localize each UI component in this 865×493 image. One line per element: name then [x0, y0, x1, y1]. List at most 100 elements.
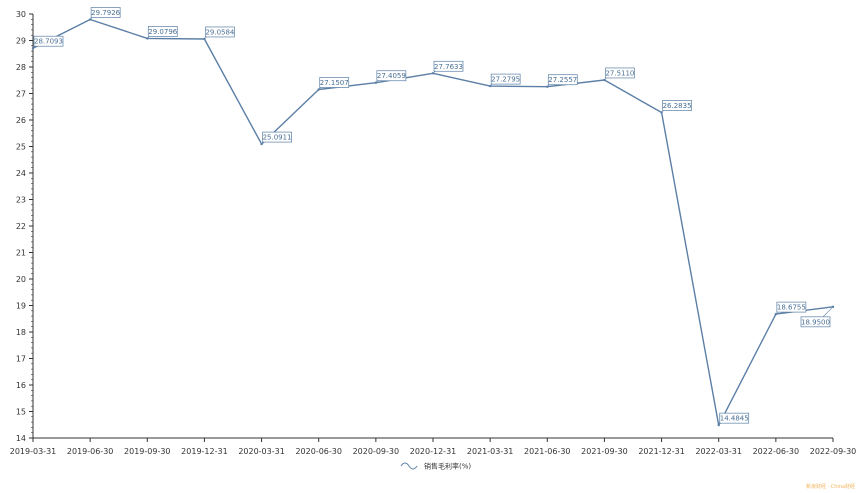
- data-point: [317, 88, 320, 91]
- data-point: [203, 37, 206, 41]
- y-tick-label: 28: [16, 63, 26, 72]
- data-label-box: [433, 60, 464, 72]
- data-label-text: 29.7926: [91, 9, 120, 17]
- data-label: 25.0911: [261, 131, 292, 145]
- data-label-text: 27.2557: [548, 76, 577, 84]
- plot-area: 28.7093 29.7926 29.0796 29.0584 25.0911 27.15…: [31, 7, 835, 427]
- x-tick-label: 2019-03-31: [10, 447, 57, 456]
- y-tick-label: 24: [16, 169, 26, 178]
- x-tick-label: 2020-03-31: [238, 447, 285, 456]
- data-label-text: 29.0796: [148, 28, 177, 36]
- data-label-box: [547, 74, 578, 86]
- data-label: 26.2835: [661, 100, 692, 113]
- y-tick-label: 27: [16, 90, 26, 99]
- x-tick-label: 2021-06-30: [524, 447, 571, 456]
- data-label-text: 26.2835: [663, 102, 692, 110]
- y-tick-label: 14: [16, 434, 26, 443]
- data-point: [88, 18, 92, 21]
- data-label-box: [605, 67, 635, 79]
- y-tick-label: 25: [16, 143, 26, 152]
- x-tick-label: 2021-03-31: [467, 447, 514, 456]
- data-label-text: 27.2795: [491, 76, 520, 84]
- data-label-text: 29.0584: [205, 28, 234, 36]
- y-tick-label: 15: [16, 408, 26, 417]
- data-point: [146, 37, 149, 40]
- data-label-text: 27.5110: [605, 69, 634, 77]
- data-label: 14.4845: [718, 412, 750, 426]
- data-label-box: [662, 100, 692, 111]
- data-label-text: 18.9500: [801, 318, 830, 326]
- y-tick-label: 22: [16, 222, 26, 231]
- data-label-box: [800, 316, 831, 328]
- data-point: [774, 312, 778, 316]
- data-label-leader: [822, 306, 834, 318]
- data-point: [374, 81, 378, 84]
- data-point: [546, 85, 549, 88]
- axes: 14 15 16 17 18 19 20 21 22 23 24 25 26 27 28 29 30 2019-0…: [10, 10, 857, 456]
- x-tick-label: 2021-09-30: [581, 447, 628, 456]
- data-label-box: [490, 73, 521, 85]
- y-tick-label: 18: [16, 328, 26, 337]
- legend-label: 销售毛利率(%): [424, 462, 471, 471]
- y-tick-label: 16: [16, 381, 26, 390]
- data-label: 27.5110: [604, 67, 635, 81]
- x-tick-label: 2022-06-30: [753, 447, 800, 456]
- y-tick-label: 30: [16, 10, 26, 19]
- data-label: 29.0584: [204, 26, 235, 40]
- data-label-text: 28.7093: [34, 38, 63, 46]
- data-label-text: 18.6755: [777, 304, 806, 312]
- x-tick-label: 2019-12-31: [181, 447, 228, 456]
- data-label-box: [205, 26, 235, 38]
- data-label-box: [147, 26, 178, 37]
- data-label-box: [719, 412, 750, 424]
- x-tick-label: 2020-06-30: [295, 447, 342, 456]
- data-label-text: 27.1507: [320, 79, 349, 87]
- x-tick-label: 2019-09-30: [124, 447, 171, 456]
- data-label-box: [376, 70, 407, 82]
- data-point: [260, 142, 263, 146]
- data-label: 27.4059: [375, 70, 407, 83]
- x-tick-label: 2021-12-31: [638, 447, 685, 456]
- series-line: [32, 18, 834, 426]
- data-label: 27.1507: [318, 77, 350, 90]
- y-tick-label: 23: [16, 196, 26, 205]
- data-label: 27.2557: [547, 74, 578, 87]
- data-label-text: 25.0911: [263, 134, 292, 142]
- data-label: 29.0796: [147, 26, 178, 39]
- data-point: [31, 47, 35, 50]
- y-tick-label: 29: [16, 37, 26, 46]
- data-label: 27.2795: [489, 73, 521, 87]
- data-label-text: 27.7633: [434, 63, 463, 71]
- data-label-box: [319, 77, 350, 88]
- data-point: [660, 111, 663, 114]
- y-tick-label: 17: [16, 355, 26, 364]
- legend[interactable]: 销售毛利率(%): [400, 462, 471, 471]
- data-label-box: [776, 301, 807, 313]
- data-label-text: 27.4059: [377, 72, 406, 80]
- data-label: 18.9500: [800, 306, 834, 328]
- x-tick-label: 2020-12-31: [410, 447, 457, 456]
- data-label: 28.7093: [32, 35, 64, 49]
- data-label-box: [262, 131, 292, 143]
- data-point: [717, 423, 720, 427]
- data-label-box: [33, 35, 64, 47]
- data-label-text: 14.4845: [720, 415, 749, 423]
- data-label-box: [90, 7, 121, 18]
- data-point: [488, 84, 492, 88]
- y-tick-label: 21: [16, 249, 26, 258]
- data-point: [431, 72, 435, 75]
- y-tick-label: 19: [16, 302, 26, 311]
- data-point: [831, 305, 835, 309]
- data-label: 27.7633: [432, 60, 464, 74]
- x-tick-label: 2022-09-30: [810, 447, 857, 456]
- x-tick-label: 2020-09-30: [353, 447, 400, 456]
- y-tick-label: 26: [16, 116, 26, 125]
- data-label: 18.6755: [775, 301, 807, 315]
- watermark-text: 新浪财经 · China财经: [806, 483, 855, 490]
- y-tick-label: 20: [16, 275, 26, 284]
- data-label: 29.7926: [89, 7, 121, 20]
- data-point: [603, 78, 606, 82]
- x-tick-label: 2019-06-30: [67, 447, 114, 456]
- x-tick-label: 2022-03-31: [695, 447, 742, 456]
- legend-line-icon: [400, 462, 418, 470]
